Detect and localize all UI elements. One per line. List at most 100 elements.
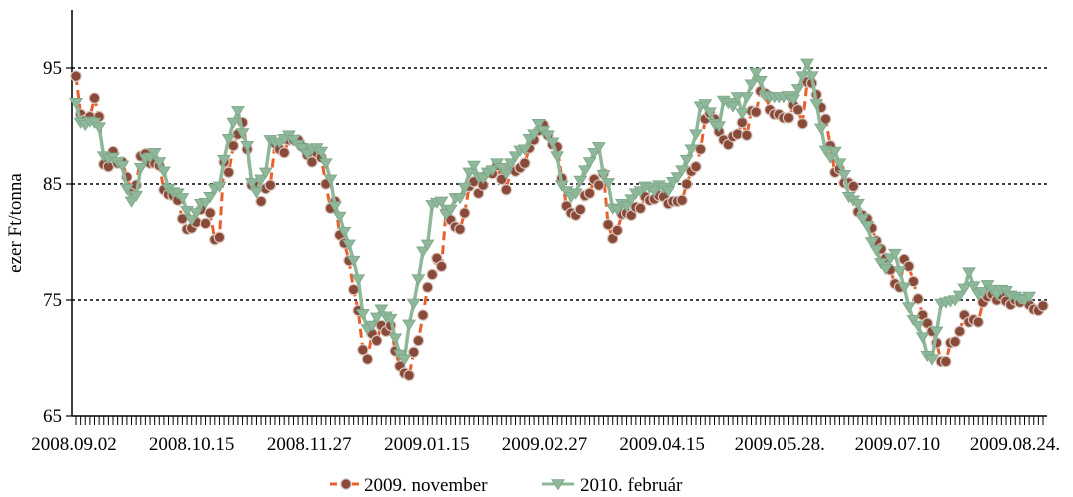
data-point (453, 193, 467, 205)
data-point (574, 203, 587, 216)
y-axis-title: ezer Ft/tonna (5, 173, 26, 273)
data-point (402, 319, 417, 331)
data-point (222, 166, 235, 179)
data-point (601, 178, 616, 190)
data-point (503, 158, 518, 170)
data-point (1022, 291, 1037, 303)
data-point (152, 157, 167, 169)
data-point (235, 128, 250, 140)
data-point (115, 160, 130, 172)
data-point (249, 187, 264, 199)
data-point (593, 179, 605, 191)
data-point (231, 106, 245, 118)
data-point (306, 156, 318, 168)
data-point (244, 178, 259, 190)
data-point (129, 190, 144, 202)
data-point (906, 314, 921, 327)
data-point (587, 147, 602, 160)
y-tick-label: 75 (43, 290, 62, 311)
data-point (689, 129, 703, 141)
data-point (1037, 299, 1049, 312)
data-point (855, 214, 870, 226)
data-point (426, 268, 439, 281)
data-point (915, 332, 930, 344)
data-point (726, 101, 740, 113)
legend-item: 2010. február (542, 475, 683, 496)
x-tick-label: 2008.11.27 (267, 434, 352, 455)
x-tick-label: 2009.08.24. (970, 434, 1060, 455)
data-point (226, 117, 241, 129)
data-point (332, 211, 347, 223)
data-point (328, 201, 343, 213)
data-point (583, 187, 596, 200)
y-tick-label: 85 (43, 174, 62, 195)
data-point (217, 154, 231, 166)
data-point (602, 218, 614, 231)
data-point (458, 207, 471, 219)
data-point (874, 258, 888, 270)
data-point (156, 166, 171, 178)
data-point (819, 113, 832, 125)
data-point (661, 186, 676, 198)
data-point (420, 239, 435, 251)
data-point (254, 174, 268, 186)
data-point (411, 274, 426, 286)
data-point (610, 204, 625, 216)
data-point (749, 67, 764, 79)
data-point (573, 175, 588, 187)
data-point (476, 173, 491, 185)
data-point (790, 84, 805, 96)
x-tick-label: 2009.01.15 (384, 434, 470, 455)
data-point (541, 130, 555, 142)
data-point (813, 123, 828, 135)
data-point (795, 71, 810, 83)
data-point (88, 92, 101, 104)
data-point (466, 160, 481, 172)
data-point (147, 147, 162, 160)
data-point (744, 79, 759, 91)
data-point (647, 186, 662, 198)
x-tick-label: 2009.07.10 (855, 434, 941, 455)
data-point (347, 283, 360, 296)
data-point (92, 122, 107, 134)
data-point (753, 76, 768, 88)
data-point (892, 266, 907, 278)
data-point (184, 215, 199, 227)
data-point (258, 167, 273, 179)
data-point (374, 304, 389, 316)
data-point (624, 194, 639, 206)
data-point (517, 144, 532, 156)
data-point (578, 165, 592, 177)
data-point (823, 152, 838, 164)
data-point (912, 293, 924, 305)
data-point (972, 316, 985, 328)
data-point (712, 121, 727, 133)
data-point (70, 70, 82, 82)
x-tick-label: 2008.10.15 (149, 434, 235, 455)
data-point (500, 184, 513, 196)
legend-item: 2009. november (330, 475, 488, 496)
data-point (278, 146, 291, 159)
data-point (837, 169, 851, 182)
data-point (203, 192, 218, 204)
data-point (957, 283, 972, 295)
data-point (412, 334, 425, 347)
data-point (133, 163, 148, 175)
series-november (70, 70, 1049, 382)
data-point (318, 158, 333, 170)
x-tick-label: 2009.05.28. (735, 434, 825, 455)
labels: 65 75 85 95 2008.09.02 2008.10.15 2008.11.27 20… (5, 58, 1060, 455)
data-point (240, 140, 255, 153)
data-point (417, 309, 429, 321)
data-point (554, 180, 569, 192)
data-point (869, 245, 884, 257)
data-point (531, 118, 546, 131)
data-point (314, 146, 329, 158)
data-point (975, 287, 990, 299)
data-point (702, 107, 717, 119)
data-point (355, 309, 370, 321)
data-point (494, 163, 509, 175)
data-point (591, 142, 606, 154)
data-point (782, 112, 795, 124)
